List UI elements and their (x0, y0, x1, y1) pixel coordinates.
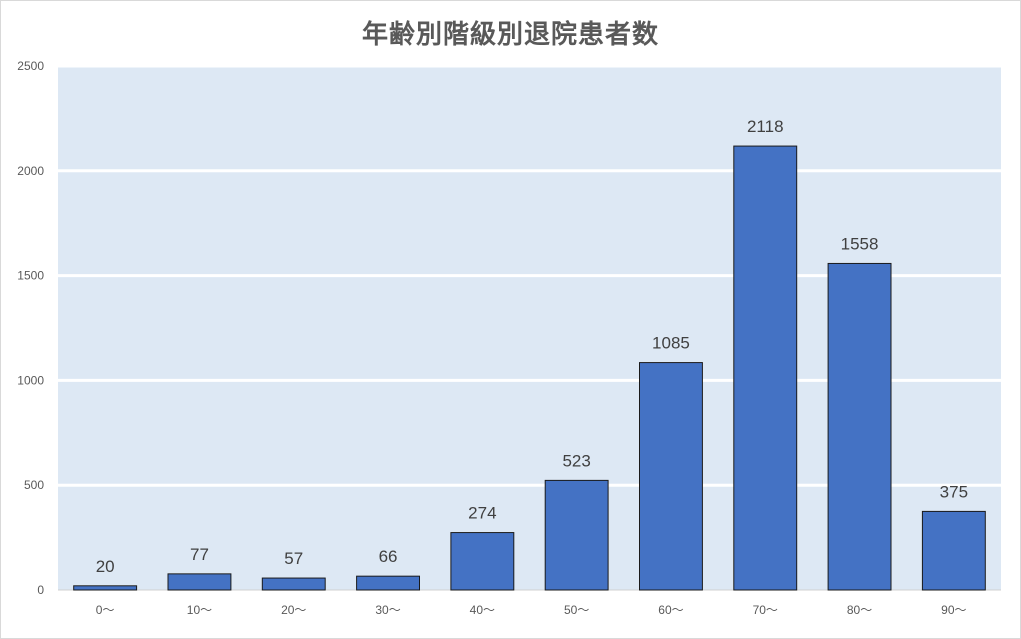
data-label: 1085 (652, 334, 690, 353)
y-tick-label: 500 (24, 478, 44, 492)
bar (544, 479, 609, 591)
x-tick-label: 10～ (187, 603, 212, 617)
data-labels: 20 77 57 66 274 523 1085 2118 1558 375 (96, 117, 968, 576)
data-label: 77 (190, 545, 209, 564)
bar (921, 510, 986, 591)
bar (733, 145, 798, 591)
bar (450, 532, 515, 591)
data-label: 274 (468, 504, 496, 523)
bar (827, 262, 892, 591)
x-tick-label: 20～ (281, 603, 306, 617)
chart-title: 年齢別階級別退院患者数 (361, 20, 659, 50)
x-axis-ticks: 0～ 10～ 20～ 30～ 40～ 50～ 60～ 70～ 80～ 90～ (96, 603, 967, 617)
x-tick-label: 0～ (96, 603, 115, 617)
data-label: 20 (96, 557, 115, 576)
data-label: 523 (562, 451, 590, 470)
bar (167, 573, 232, 591)
bar (261, 577, 326, 591)
y-tick-label: 1500 (17, 269, 44, 283)
y-tick-label: 2000 (17, 164, 44, 178)
x-tick-label: 90～ (941, 603, 966, 617)
x-tick-label: 50～ (564, 603, 589, 617)
data-label: 57 (284, 549, 303, 568)
y-tick-label: 1000 (17, 373, 44, 387)
x-tick-label: 70～ (753, 603, 778, 617)
x-tick-label: 30～ (375, 603, 400, 617)
data-label: 2118 (747, 117, 784, 136)
y-tick-label: 2500 (17, 59, 44, 73)
x-tick-label: 40～ (470, 603, 495, 617)
bar (356, 575, 420, 591)
data-label: 66 (379, 547, 398, 566)
y-tick-label: 0 (37, 583, 44, 597)
data-label: 375 (940, 482, 968, 501)
data-label: 1558 (841, 234, 879, 253)
x-tick-label: 80～ (847, 603, 872, 617)
y-axis-ticks: 0 500 1000 1500 2000 2500 (17, 59, 44, 597)
bars (73, 145, 986, 591)
bar (639, 362, 703, 591)
bar (73, 585, 138, 591)
x-tick-label: 60～ (658, 603, 683, 617)
